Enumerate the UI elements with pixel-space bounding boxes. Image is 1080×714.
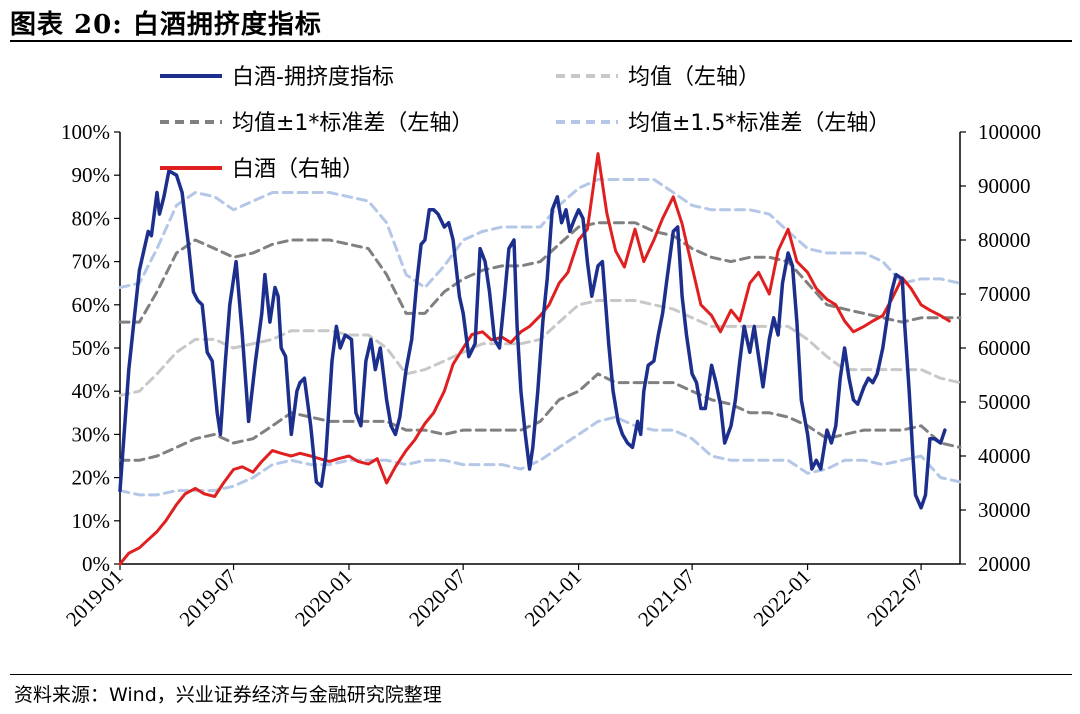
x-tick-label: 2022-07 <box>862 565 928 631</box>
y-right-tick-label: 40000 <box>978 444 1031 468</box>
y-right-tick-label: 90000 <box>978 174 1031 198</box>
legend: 白酒-拥挤度指标 均值（左轴） 均值±1*标准差（左轴） 均值±1.5*标准差（左轴）… <box>160 65 890 182</box>
y-left-tick-label: 70% <box>72 250 111 274</box>
y-right-tick-label: 80000 <box>978 228 1031 252</box>
legend-label: 白酒（右轴） <box>232 157 364 182</box>
y-left-tick-label: 20% <box>72 466 111 490</box>
series-line <box>118 169 947 510</box>
x-tick-label: 2020-07 <box>404 565 470 631</box>
y-right-tick-label: 30000 <box>978 498 1031 522</box>
y-left-tick-label: 40% <box>72 379 111 403</box>
x-tick-label: 2021-01 <box>520 565 586 631</box>
source-divider <box>10 674 1072 675</box>
y-right-tick-label: 50000 <box>978 390 1031 414</box>
y-left-tick-label: 30% <box>72 422 111 446</box>
title-divider <box>10 40 1072 42</box>
chart-title: 图表 20: 白酒拥挤度指标 <box>10 10 322 40</box>
y-left-tick-label: 80% <box>72 206 111 230</box>
series-layer <box>118 152 962 566</box>
series-line <box>118 221 962 324</box>
x-tick-label: 2020-01 <box>290 565 356 631</box>
y-right-tick-label: 20000 <box>978 552 1031 576</box>
y-left-tick-label: 90% <box>72 163 111 187</box>
x-tick-label: 2019-07 <box>175 565 241 631</box>
source-note: 资料来源：Wind，兴业证券经济与金融研究院整理 <box>14 684 442 706</box>
x-tick-label: 2022-01 <box>749 565 815 631</box>
series-line <box>118 178 962 289</box>
legend-label: 白酒-拥挤度指标 <box>232 65 394 90</box>
legend-label: 均值±1*标准差（左轴） <box>232 111 473 136</box>
y-right-tick-label: 100000 <box>978 120 1041 144</box>
series-line <box>118 372 962 462</box>
y-left-tick-label: 0% <box>82 552 110 576</box>
y-left-tick-label: 50% <box>72 336 111 360</box>
line-chart: 0% 10% 20% 30% 40% 50% 60% 70% 80% 90% 100% 20000 30… <box>61 65 1041 631</box>
y-left-tick-label: 100% <box>61 120 110 144</box>
y-right-tick-label: 60000 <box>978 336 1031 360</box>
x-tick-label: 2021-07 <box>633 565 699 631</box>
series-line <box>118 152 951 566</box>
legend-label: 均值±1.5*标准差（左轴） <box>628 111 890 136</box>
legend-label: 均值（左轴） <box>628 65 760 90</box>
y-left-tick-label: 60% <box>72 293 111 317</box>
y-left-tick-label: 10% <box>72 509 111 533</box>
y-right-tick-label: 70000 <box>978 282 1031 306</box>
